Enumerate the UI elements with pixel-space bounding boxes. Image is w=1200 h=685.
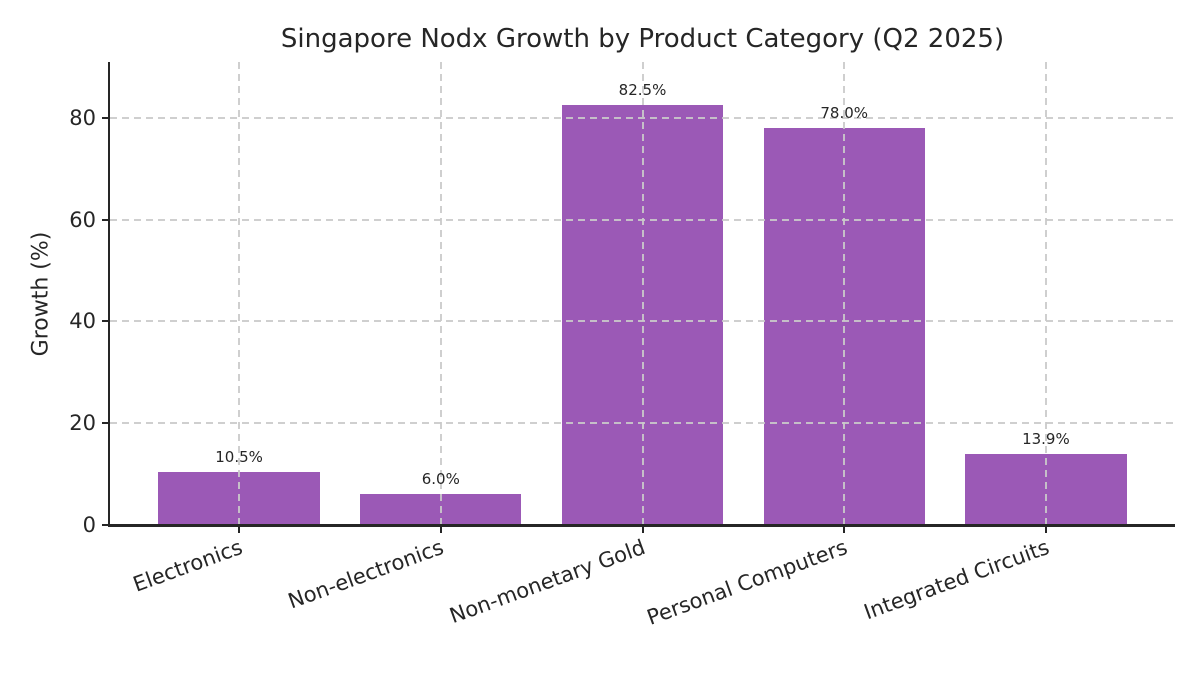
bar-value-label: 78.0% xyxy=(820,104,869,123)
y-axis-spine xyxy=(108,62,110,527)
v-gridline xyxy=(439,62,442,525)
bar-value-label: 82.5% xyxy=(618,81,667,100)
y-tick-label: 20 xyxy=(69,411,96,436)
x-tick-mark xyxy=(843,525,846,533)
chart-title: Singapore Nodx Growth by Product Categor… xyxy=(280,24,1005,54)
x-tick-mark xyxy=(238,525,241,533)
x-tick-mark xyxy=(641,525,644,533)
x-tick-label: Integrated Circuits xyxy=(0,535,1052,624)
v-gridline xyxy=(1044,62,1047,525)
y-tick-mark xyxy=(102,116,110,119)
bar-value-label: 10.5% xyxy=(215,447,263,466)
v-gridline xyxy=(238,62,241,525)
y-tick-mark xyxy=(102,218,110,221)
bar-value-label: 13.9% xyxy=(1022,430,1070,449)
y-axis-label: Growth (%) xyxy=(28,231,54,357)
y-tick-mark xyxy=(102,320,110,323)
y-tick-label: 0 xyxy=(82,513,96,537)
y-tick-label: 80 xyxy=(69,105,96,130)
v-gridline xyxy=(843,62,846,525)
x-tick-label-text: Integrated Circuits xyxy=(860,535,1053,625)
y-tick-mark xyxy=(102,422,110,425)
x-tick-mark xyxy=(1044,525,1047,533)
x-tick-mark xyxy=(439,525,442,533)
v-gridline xyxy=(641,62,644,525)
bar-value-label: 6.0% xyxy=(421,470,460,489)
y-tick-label: 60 xyxy=(69,207,96,232)
y-tick-label: 40 xyxy=(69,309,96,334)
y-tick-mark xyxy=(102,524,110,526)
